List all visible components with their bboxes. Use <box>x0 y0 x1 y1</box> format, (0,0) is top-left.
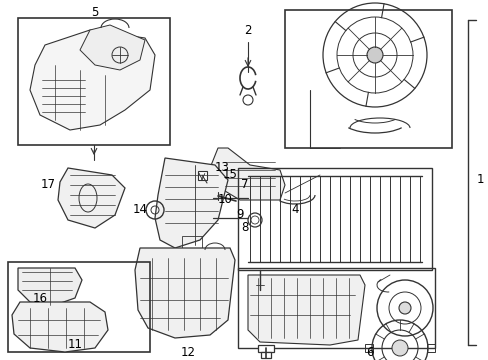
Circle shape <box>366 47 382 63</box>
Bar <box>364 344 372 352</box>
Bar <box>251 275 267 285</box>
Text: 12: 12 <box>180 346 195 359</box>
Text: 14: 14 <box>132 203 147 216</box>
Text: 8: 8 <box>241 221 248 234</box>
Circle shape <box>391 340 407 356</box>
Text: 10: 10 <box>217 193 232 207</box>
Text: 4: 4 <box>291 203 298 216</box>
Bar <box>212 193 220 199</box>
Bar <box>182 236 202 248</box>
Bar <box>285 10 451 148</box>
Text: 5: 5 <box>91 5 99 18</box>
Polygon shape <box>209 148 285 200</box>
Text: 17: 17 <box>41 179 55 192</box>
Bar <box>258 345 273 352</box>
Polygon shape <box>12 302 108 352</box>
Polygon shape <box>18 268 82 305</box>
Text: 16: 16 <box>32 292 47 305</box>
Text: 9: 9 <box>236 208 243 221</box>
Text: 6: 6 <box>366 346 373 359</box>
Bar <box>426 344 434 352</box>
Bar <box>238 268 434 348</box>
Bar <box>238 168 431 270</box>
Text: 11: 11 <box>67 338 82 351</box>
Circle shape <box>398 302 410 314</box>
Bar <box>18 18 170 145</box>
Text: 15: 15 <box>222 168 237 181</box>
Polygon shape <box>58 168 125 228</box>
Bar <box>261 352 270 358</box>
Polygon shape <box>155 158 227 248</box>
Bar <box>198 171 206 180</box>
Polygon shape <box>247 275 364 345</box>
Text: 2: 2 <box>244 23 251 36</box>
Polygon shape <box>30 30 155 130</box>
Polygon shape <box>80 25 145 70</box>
Bar <box>8 262 150 352</box>
Text: 7: 7 <box>241 179 248 192</box>
Text: 1: 1 <box>475 174 483 186</box>
Text: 13: 13 <box>214 162 229 175</box>
Polygon shape <box>135 248 235 338</box>
